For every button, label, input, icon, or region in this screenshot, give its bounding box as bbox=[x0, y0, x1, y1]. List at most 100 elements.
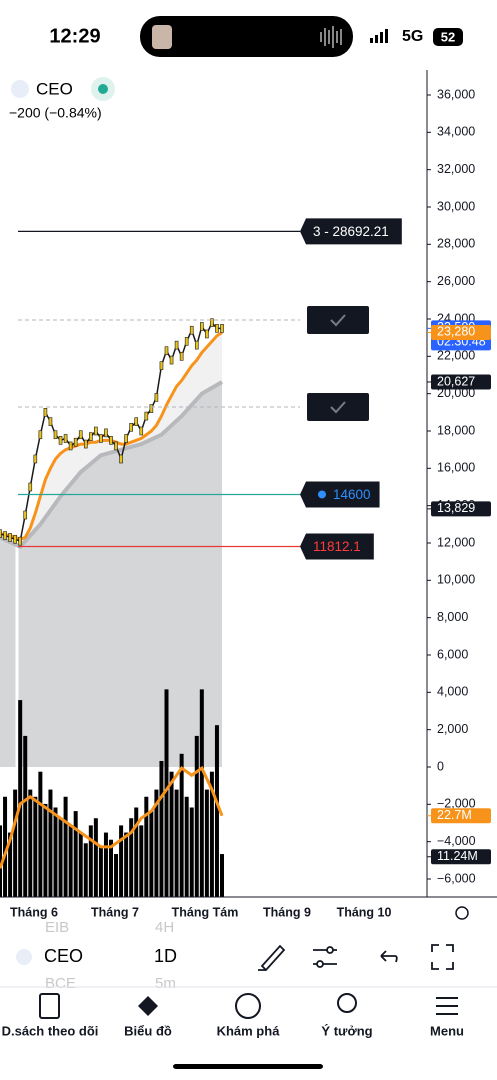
volume-tag-box bbox=[431, 808, 491, 824]
x-tick-label: Tháng Tám bbox=[172, 905, 239, 919]
volume-bar bbox=[3, 796, 8, 897]
explore-icon[interactable] bbox=[235, 993, 261, 1019]
alert-check bbox=[330, 314, 346, 327]
symbol: CEO bbox=[36, 79, 73, 98]
candle bbox=[194, 340, 199, 350]
chart: 3 - 28692.21 14600 11812.1 bbox=[0, 94, 431, 897]
candle bbox=[53, 430, 58, 440]
volume-bar bbox=[119, 825, 124, 897]
y-tick-label: 8,000 bbox=[437, 610, 468, 624]
signal-icon bbox=[370, 29, 388, 43]
home-indicator bbox=[173, 1064, 323, 1069]
market-status-dot bbox=[98, 84, 108, 94]
volume-bar bbox=[159, 760, 164, 897]
toolbar-interval[interactable]: 1D bbox=[154, 946, 177, 966]
nav-menu[interactable]: Menu bbox=[430, 1023, 464, 1038]
x-tick-label: Tháng 7 bbox=[91, 905, 139, 919]
candle bbox=[215, 324, 219, 333]
candle bbox=[200, 322, 204, 331]
alert-check bbox=[330, 401, 346, 414]
candle bbox=[169, 355, 174, 365]
volume-bar bbox=[73, 811, 78, 897]
y-tick-label: −6,000 bbox=[437, 871, 476, 885]
volume-bar bbox=[58, 818, 63, 897]
y-tick-label: 0 bbox=[437, 759, 444, 773]
y-tick-label: 12,000 bbox=[437, 535, 475, 549]
undo-icon[interactable] bbox=[380, 950, 398, 963]
faded-symbol: EIB bbox=[45, 919, 69, 936]
candle bbox=[124, 434, 128, 443]
candle bbox=[109, 436, 113, 445]
candle bbox=[58, 436, 63, 445]
level-label: 3 - 28692.21 bbox=[313, 224, 389, 239]
volume-bar bbox=[53, 807, 58, 897]
y-tick-label: 28,000 bbox=[437, 237, 475, 251]
volume-bar bbox=[154, 789, 159, 897]
volume-ma bbox=[0, 765, 224, 869]
candle bbox=[28, 482, 33, 492]
chart-icon[interactable] bbox=[138, 996, 158, 1016]
price-change: −200 (−0.84%) bbox=[9, 105, 102, 121]
price-tag-box bbox=[431, 324, 491, 340]
candle bbox=[43, 408, 48, 417]
candle bbox=[48, 417, 53, 426]
candle bbox=[210, 318, 214, 328]
volume-bar bbox=[134, 807, 139, 897]
menu-icon[interactable] bbox=[436, 997, 458, 1015]
dynamic-island bbox=[140, 16, 353, 57]
candle bbox=[179, 352, 184, 361]
faded-interval: 4H bbox=[155, 919, 174, 936]
battery-level: 52 bbox=[441, 29, 455, 44]
draw-icon[interactable] bbox=[258, 944, 286, 972]
ideas-icon[interactable] bbox=[337, 993, 357, 1013]
volume-bar bbox=[144, 796, 149, 897]
volume-bar bbox=[169, 771, 174, 897]
candle bbox=[149, 404, 154, 413]
x-tick-label: Tháng 10 bbox=[337, 905, 392, 919]
candle bbox=[104, 428, 108, 438]
volume-bar bbox=[33, 796, 38, 897]
volume-bar bbox=[204, 789, 209, 897]
slow-ma bbox=[0, 380, 224, 550]
album-art bbox=[152, 25, 172, 49]
y-tick-label: 10,000 bbox=[437, 573, 475, 587]
alert-box bbox=[307, 306, 369, 335]
volume-bar bbox=[220, 854, 224, 897]
volume-bar bbox=[93, 818, 98, 897]
nav-ideas[interactable]: Ý tưởng bbox=[321, 1023, 372, 1038]
fullscreen-icon[interactable] bbox=[431, 944, 454, 970]
y-tick-label: 18,000 bbox=[437, 423, 475, 437]
y-tick-label: 4,000 bbox=[437, 685, 468, 699]
candle bbox=[73, 437, 78, 447]
candle bbox=[164, 346, 169, 356]
nav-explore[interactable]: Khám phá bbox=[217, 1023, 281, 1038]
settings-icon[interactable] bbox=[455, 906, 469, 920]
price-tag: 13,829 bbox=[437, 501, 475, 515]
faded-symbol: BCE bbox=[45, 975, 76, 992]
indicators-icon[interactable] bbox=[313, 946, 337, 968]
candle bbox=[184, 337, 189, 346]
volume-bar bbox=[149, 811, 154, 897]
toolbar-symbol[interactable]: CEO bbox=[44, 946, 83, 966]
y-tick-label: 36,000 bbox=[437, 87, 475, 101]
nav-watchlist[interactable]: D.sách theo dõi bbox=[2, 1023, 99, 1038]
y-tick-label: 34,000 bbox=[437, 125, 475, 139]
candle bbox=[13, 534, 17, 544]
candle bbox=[78, 430, 83, 440]
y-tick-label: 30,000 bbox=[437, 199, 475, 213]
nav-chart[interactable]: Biểu đồ bbox=[124, 1023, 172, 1038]
volume-bar bbox=[174, 789, 179, 897]
volume-bar bbox=[68, 825, 73, 897]
watchlist-icon[interactable] bbox=[39, 993, 60, 1019]
volume-bar bbox=[194, 735, 199, 897]
candle bbox=[139, 426, 144, 436]
waveform bbox=[320, 26, 342, 48]
volume-bar bbox=[114, 854, 119, 897]
level-box bbox=[300, 481, 380, 508]
volume-bar bbox=[63, 796, 68, 897]
candle bbox=[38, 430, 43, 440]
clock: 12:29 bbox=[49, 25, 100, 47]
candle bbox=[114, 441, 118, 451]
volume-bar bbox=[184, 796, 189, 897]
volume-bar bbox=[199, 689, 204, 897]
